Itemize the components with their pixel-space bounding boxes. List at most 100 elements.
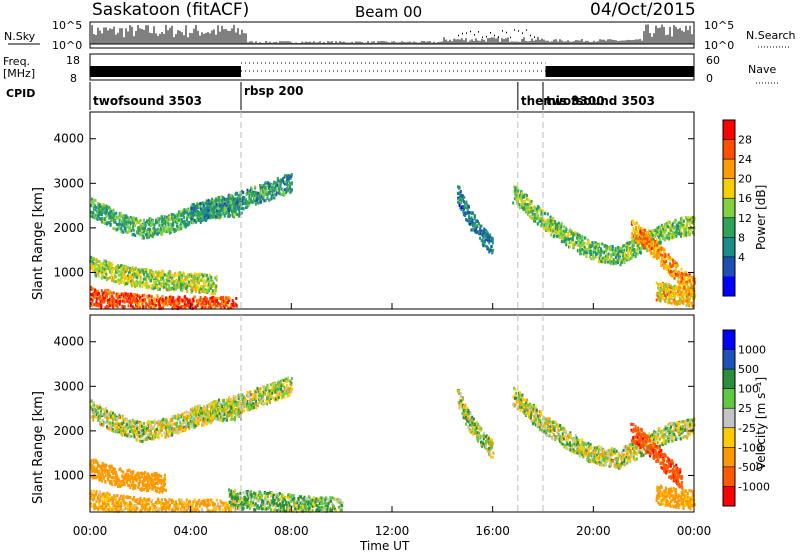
echo-cell [153,297,155,300]
echo-cell [113,280,115,283]
echo-cell [481,239,483,242]
echo-cell [143,294,145,297]
echo-cell [180,227,182,230]
echo-cell [122,415,124,418]
echo-cell [151,426,153,429]
echo-cell [161,233,163,236]
echo-cell [632,227,634,230]
echo-cell [688,293,690,296]
echo-cell [622,245,624,248]
echo-cell [178,218,180,221]
echo-cell [458,186,460,189]
echo-cell [689,233,691,236]
echo-cell [677,264,679,267]
echo-cell [112,227,114,230]
echo-cell [612,245,614,248]
echo-cell [687,278,689,281]
echo-cell [172,223,174,226]
echo-cell [101,277,103,280]
echo-cell [227,201,229,204]
echo-cell [489,236,491,239]
search-label: N.Search [746,29,796,42]
echo-cell [141,285,143,288]
echo-cell [117,305,119,308]
echo-cell [211,198,213,201]
echo-cell [471,212,473,215]
echo-cell [161,425,163,428]
echo-cell [545,224,547,227]
echo-cell [275,193,277,196]
cpid-segment-label-3: twofsound 3503 [546,94,655,108]
echo-cell [610,255,612,258]
echo-cell [155,228,157,231]
echo-cell [635,226,637,229]
echo-cell [668,253,670,256]
echo-cell [291,182,293,185]
echo-cell [151,284,153,287]
echo-cell [472,228,474,231]
echo-cell [120,264,122,267]
echo-cell [105,299,107,302]
echo-cell [178,278,180,281]
echo-cell [150,306,152,309]
echo-cell [110,210,112,213]
echo-cell [117,293,119,296]
echo-cell [93,257,95,260]
echo-cell [582,241,584,244]
echo-cell [139,281,141,284]
echo-cell [274,196,276,199]
echo-cell [568,238,570,241]
echo-cell [569,245,571,248]
station-title: Saskatoon (fitACF) [92,0,249,20]
echo-cell [153,276,155,279]
echo-cell [127,216,129,219]
echo-cell [188,209,190,212]
echo-cell [628,253,630,256]
echo-cell [674,220,676,223]
echo-cell [111,264,113,267]
echo-cell [641,229,643,232]
sky-label: N.Sky [4,30,36,43]
echo-cell [105,260,107,263]
echo-cell [277,177,279,180]
echo-cell [106,277,108,280]
echo-cell [474,215,476,218]
colorbar-swatch-2 [723,159,735,179]
echo-cell [275,188,277,191]
echo-cell [612,248,614,251]
echo-cell [679,295,681,298]
echo-cell [173,275,175,278]
echo-cell [560,225,562,228]
echo-cell [664,300,666,303]
echo-cell [151,421,153,424]
echo-cell [608,252,610,255]
echo-cell [565,228,567,231]
echo-cell [145,268,147,271]
echo-cell [161,215,163,218]
echo-cell [194,296,196,299]
echo-cell [246,202,248,205]
echo-cell [196,210,198,213]
power-ylabel: Slant Range [km] [31,187,46,300]
echo-cell [469,211,471,214]
sky-count-trace [90,24,694,44]
echo-cell [542,209,544,212]
colorbar-swatch-6 [723,237,735,257]
echo-cell [460,190,462,193]
echo-cell [92,269,94,272]
echo-cell [163,431,165,434]
echo-cell [248,201,250,204]
echo-cell [219,303,221,306]
echo-cell [476,230,478,233]
echo-cell [623,249,625,252]
search-ytick-top: 10^5 [704,19,734,32]
echo-cell [169,223,171,226]
echo-cell [250,200,252,203]
echo-cell [604,244,606,247]
echo-cell [216,275,218,278]
echo-cell [659,226,661,229]
echo-cell [136,424,138,427]
echo-cell [198,205,200,208]
echo-cell [526,198,528,201]
